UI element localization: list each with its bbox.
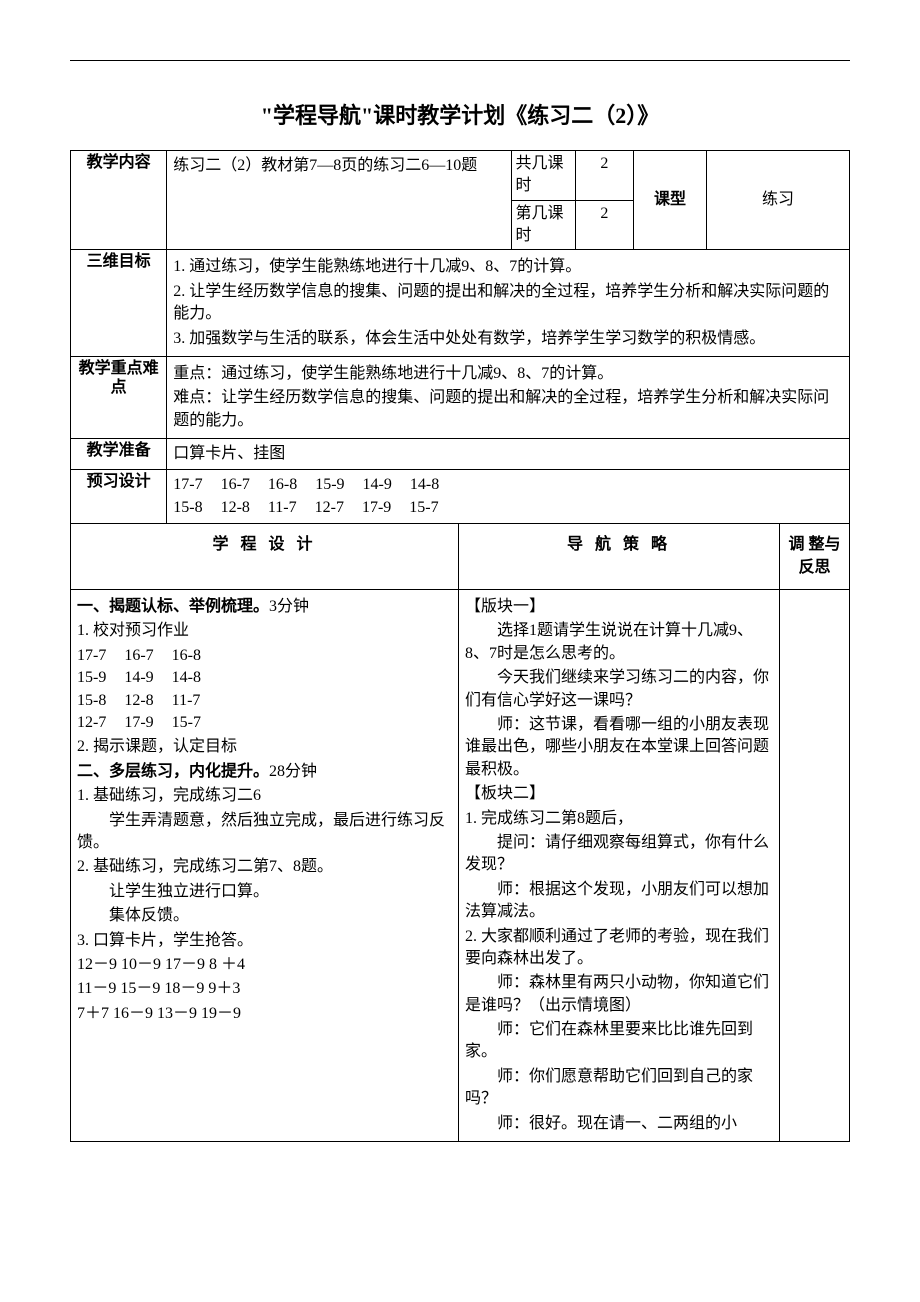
nav-b2-1a: 提问：请仔细观察每组算式，你有什么发现？	[465, 832, 773, 877]
preview-line2: 15-8 12-8 11-7 12-7 17-9 15-7	[173, 497, 843, 519]
header-notes: 调 整与 反思	[779, 524, 849, 590]
page-rule	[70, 60, 850, 61]
goal-3: 3. 加强数学与生活的联系，体会生活中处处有数学，培养学生学习数学的积极情感。	[173, 328, 843, 350]
nav-b2-1b: 师：根据这个发现，小朋友们可以想加法算减法。	[465, 879, 773, 924]
goals-text: 1. 通过练习，使学生能熟练地进行十几减9、8、7的计算。 2. 让学生经历数学…	[167, 250, 850, 357]
periods-which-value: 2	[575, 200, 633, 250]
periods-total-label: 共几课时	[511, 150, 575, 200]
type-label: 课型	[634, 150, 707, 250]
label-focus: 教学重点难点	[71, 356, 167, 438]
goal-1: 1. 通过练习，使学生能熟练地进行十几减9、8、7的计算。	[173, 256, 843, 278]
label-prep: 教学准备	[71, 439, 167, 470]
design-s2-ex2: 11－9 15－9 18－9 9＋3	[77, 978, 452, 1000]
design-s2-ex3: 7＋7 16－9 13－9 19－9	[77, 1003, 452, 1025]
design-s2c: 3. 口算卡片，学生抢答。	[77, 930, 452, 952]
nav-b1-1: 选择1题请学生说说在计算十几减9、8、7时是怎么思考的。	[465, 620, 773, 665]
prep-text: 口算卡片、挂图	[167, 439, 850, 470]
preview-text: 17-7 16-7 16-8 15-9 14-9 14-8 15-8 12-8 …	[167, 470, 850, 524]
header-nav: 导 航 策 略	[458, 524, 779, 590]
header-design: 学 程 设 计	[71, 524, 459, 590]
nav-b1-3: 师：这节课，看看哪一组的小朋友表现谁最出色，哪些小朋友在本堂课上回答问题最积极。	[465, 714, 773, 781]
design-exprs: 17-716-716-8 15-914-914-8 15-812-811-7 1…	[77, 645, 452, 735]
periods-total-value: 2	[575, 150, 633, 200]
preview-line1: 17-7 16-7 16-8 15-9 14-9 14-8	[173, 474, 843, 496]
focus-text: 重点：通过练习，使学生能熟练地进行十几减9、8、7的计算。 难点：让学生经历数学…	[167, 356, 850, 438]
label-preview: 预习设计	[71, 470, 167, 524]
design-s1a: 1. 校对预习作业	[77, 620, 452, 642]
nav-b2-2b: 师：它们在森林里要来比比谁先回到家。	[465, 1019, 773, 1064]
design-s2b: 2. 基础练习，完成练习二第7、8题。	[77, 856, 452, 878]
design-s1b: 2. 揭示课题，认定目标	[77, 736, 452, 758]
nav-cell: 【版块一】 选择1题请学生说说在计算十几减9、8、7时是怎么思考的。 今天我们继…	[458, 590, 779, 1142]
page-title: "学程导航"课时教学计划《练习二（2）》	[70, 101, 850, 132]
notes-cell	[779, 590, 849, 1142]
nav-b2-1: 1. 完成练习二第8题后，	[465, 808, 773, 830]
design-s2a: 1. 基础练习，完成练习二6	[77, 785, 452, 807]
goal-2: 2. 让学生经历数学信息的搜集、问题的提出和解决的全过程，培养学生分析和解决实际…	[173, 281, 843, 326]
content-text: 练习二（2）教材第7—8页的练习二6—10题	[167, 150, 511, 250]
nav-b2-2c: 师：你们愿意帮助它们回到自己的家吗？	[465, 1066, 773, 1111]
nav-b1h: 【版块一】	[465, 596, 773, 618]
nav-b2-2d: 师：很好。现在请一、二两组的小	[465, 1113, 773, 1135]
focus-1: 重点：通过练习，使学生能熟练地进行十几减9、8、7的计算。	[173, 363, 843, 385]
design-s2a1: 学生弄清题意，然后独立完成，最后进行练习反馈。	[77, 810, 452, 855]
lesson-plan-table: 教学内容 练习二（2）教材第7—8页的练习二6—10题 共几课时 2 课型 练习…	[70, 150, 850, 1142]
nav-b2-2a: 师：森林里有两只小动物，你知道它们是谁吗？（出示情境图）	[465, 972, 773, 1017]
nav-b2-2: 2. 大家都顺利通过了老师的考验，现在我们要向森林出发了。	[465, 926, 773, 971]
nav-b1-2: 今天我们继续来学习练习二的内容，你们有信心学好这一课吗？	[465, 667, 773, 712]
design-s2-ex1: 12－9 10－9 17－9 8 ＋4	[77, 954, 452, 976]
periods-which-label: 第几课时	[511, 200, 575, 250]
design-cell: 一、揭题认标、举例梳理。3分钟 1. 校对预习作业 17-716-716-8 1…	[71, 590, 459, 1142]
label-goals: 三维目标	[71, 250, 167, 357]
type-value: 练习	[706, 150, 849, 250]
focus-2: 难点：让学生经历数学信息的搜集、问题的提出和解决的全过程，培养学生分析和解决实际…	[173, 387, 843, 432]
nav-b2h: 【板块二】	[465, 783, 773, 805]
design-s2b1: 让学生独立进行口算。	[77, 881, 452, 903]
design-s2: 二、多层练习，内化提升。28分钟	[77, 761, 452, 783]
label-content: 教学内容	[71, 150, 167, 250]
design-s1: 一、揭题认标、举例梳理。3分钟	[77, 596, 452, 618]
design-s2b2: 集体反馈。	[77, 905, 452, 927]
